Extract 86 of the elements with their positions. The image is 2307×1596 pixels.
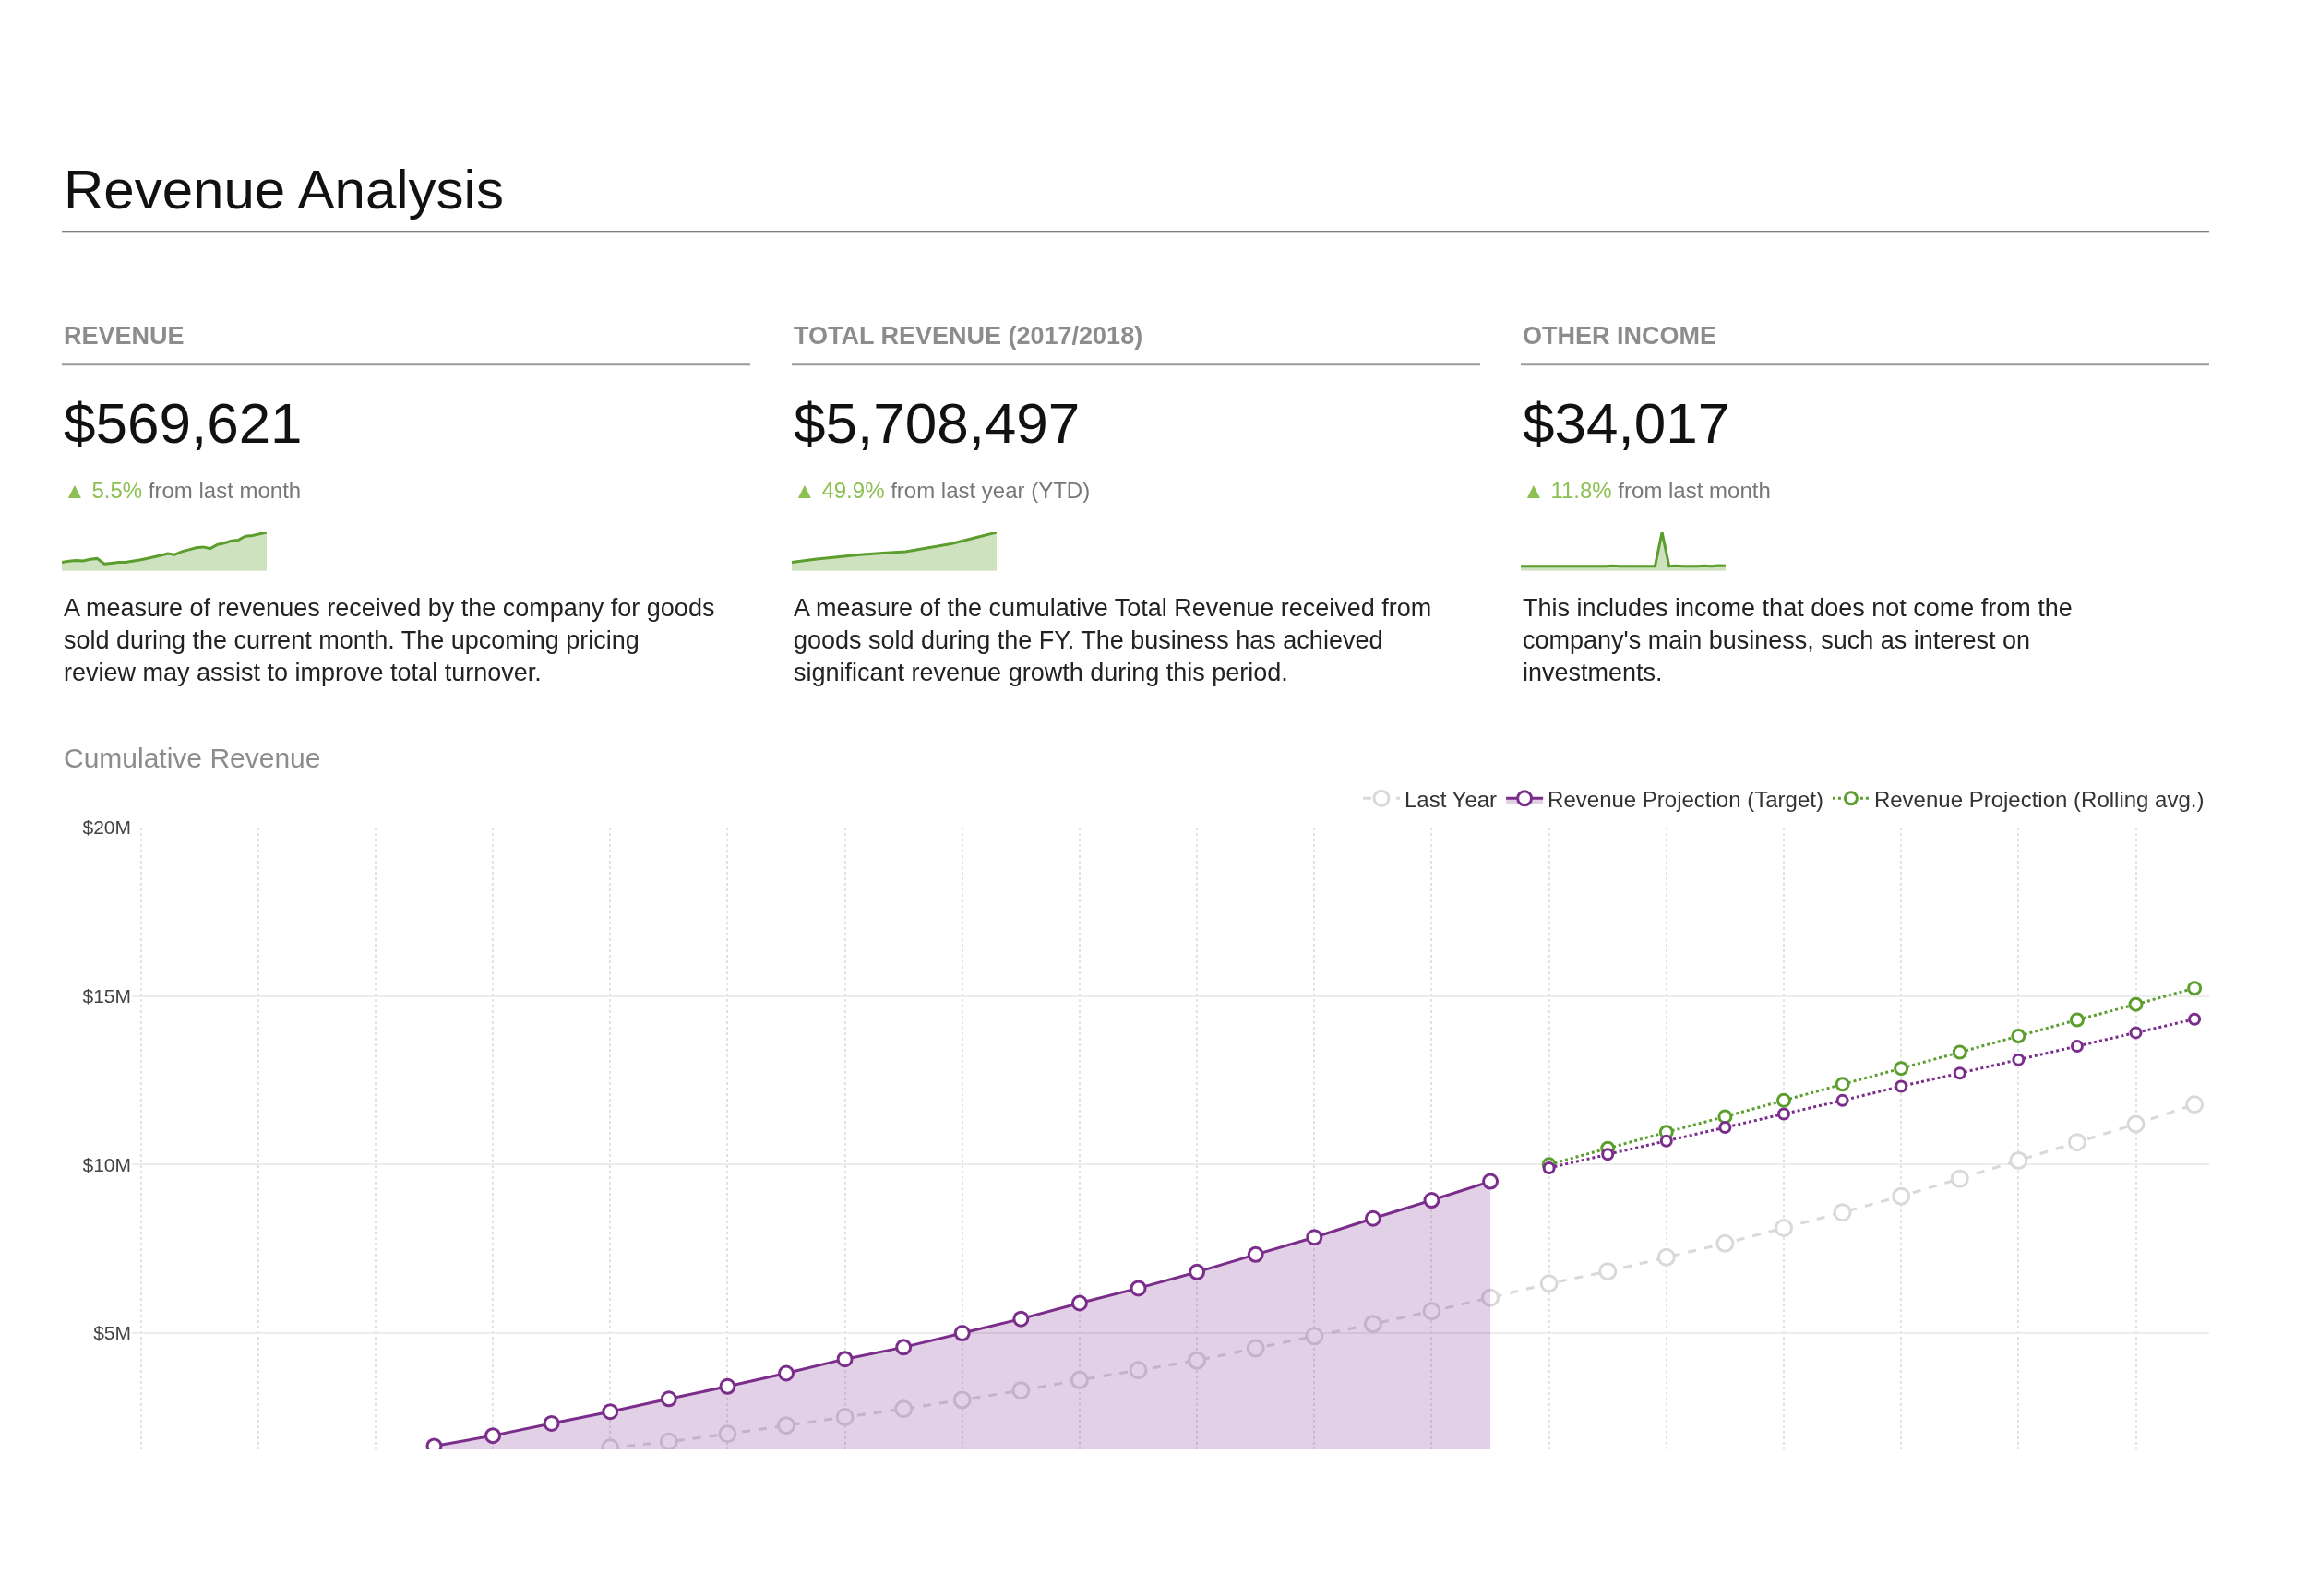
legend-label: Revenue Projection (Target): [1548, 786, 1823, 812]
text: $569,621: [64, 391, 303, 455]
point: [1247, 1245, 1264, 1263]
point: [2188, 1012, 2202, 1026]
point: [1306, 1229, 1323, 1246]
point: [1129, 1361, 1148, 1380]
y-tick-label: $20M: [82, 816, 131, 839]
point: [1539, 1274, 1559, 1293]
text: A measure of the cumulative Total Revenue received from goods sold during the FY. The business has achieved significant revenue growth during this period.: [794, 594, 1432, 687]
y-tick-label: $15M: [82, 984, 131, 1006]
point: [1601, 1148, 1615, 1161]
chart-title: OTHER INCOME: [1523, 322, 1717, 350]
point: [1894, 1061, 1909, 1077]
point: [1775, 1219, 1793, 1237]
text: $5,708,497: [794, 391, 1081, 455]
point: [2129, 1026, 2143, 1040]
point: [2070, 1040, 2084, 1053]
point: [2187, 981, 2203, 996]
text: ▲ 11.8% from last month: [1523, 478, 1771, 503]
text: A measure of revenues received by the company for goods sold during the current month. The upcoming pricing review may assist to improve total turnover.: [64, 594, 715, 687]
point: [1070, 1294, 1088, 1312]
point: [1423, 1192, 1440, 1209]
point: [1305, 1327, 1324, 1346]
text: This includes income that does not come from the company's main business, such as interest on investments.: [1523, 594, 2073, 687]
point: [2009, 1150, 2028, 1170]
point: [1130, 1280, 1147, 1297]
point: [1950, 1169, 1969, 1188]
point: [1012, 1310, 1030, 1328]
point: [1953, 1066, 1966, 1080]
legend-label: Revenue Projection (Rolling avg.): [1873, 786, 2205, 812]
point: [2126, 1114, 2146, 1134]
point: [1542, 1161, 1556, 1174]
point: [1718, 1121, 1732, 1135]
chart-title: Cumulative Revenue: [64, 743, 321, 773]
chart-title: REVENUE: [64, 322, 185, 350]
point: [1892, 1186, 1911, 1206]
point: [894, 1399, 914, 1419]
point: [2067, 1133, 2086, 1152]
point: [1482, 1173, 1500, 1190]
point: [1895, 1079, 1908, 1093]
point: [1715, 1233, 1735, 1253]
point: [952, 1390, 972, 1410]
point: [1188, 1351, 1207, 1370]
point: [660, 1390, 677, 1408]
point: [2128, 996, 2144, 1012]
point: [1011, 1381, 1031, 1400]
point: [484, 1427, 502, 1445]
point: [659, 1432, 678, 1450]
point: [602, 1403, 619, 1421]
point: [2012, 1053, 2026, 1066]
point: [1656, 1247, 1676, 1267]
point: [1776, 1107, 1790, 1121]
text: ▲ 49.9% from last year (YTD): [794, 478, 1091, 503]
point: [718, 1424, 737, 1444]
point: [1776, 1092, 1791, 1108]
point: [1246, 1339, 1265, 1358]
point: [953, 1325, 971, 1342]
y-tick-label: $10M: [82, 1153, 131, 1175]
point: [719, 1377, 736, 1395]
point: [1659, 1134, 1673, 1148]
point: [1364, 1209, 1381, 1227]
point: [1833, 1203, 1852, 1222]
point: [543, 1414, 560, 1432]
y-tick-label: $5M: [93, 1322, 131, 1344]
point: [1835, 1093, 1849, 1107]
text: ▲ 5.5% from last month: [64, 478, 302, 503]
chart-title: TOTAL REVENUE (2017/2018): [794, 322, 1143, 350]
text: Revenue Analysis: [64, 159, 504, 220]
point: [1481, 1288, 1500, 1307]
point: [1952, 1044, 1967, 1060]
point: [1070, 1370, 1089, 1389]
point: [2185, 1095, 2205, 1114]
point: [1835, 1077, 1850, 1092]
point: [2011, 1029, 2026, 1044]
text: $34,017: [1523, 391, 1730, 455]
point: [836, 1351, 854, 1368]
point: [777, 1416, 795, 1435]
point: [1363, 1315, 1382, 1334]
point: [1598, 1262, 1618, 1281]
point: [835, 1408, 855, 1427]
legend-label: Last Year: [1405, 786, 1498, 812]
point: [2069, 1012, 2085, 1028]
point: [778, 1364, 795, 1382]
point: [895, 1339, 913, 1356]
point: [1422, 1302, 1441, 1321]
point: [1189, 1263, 1206, 1280]
